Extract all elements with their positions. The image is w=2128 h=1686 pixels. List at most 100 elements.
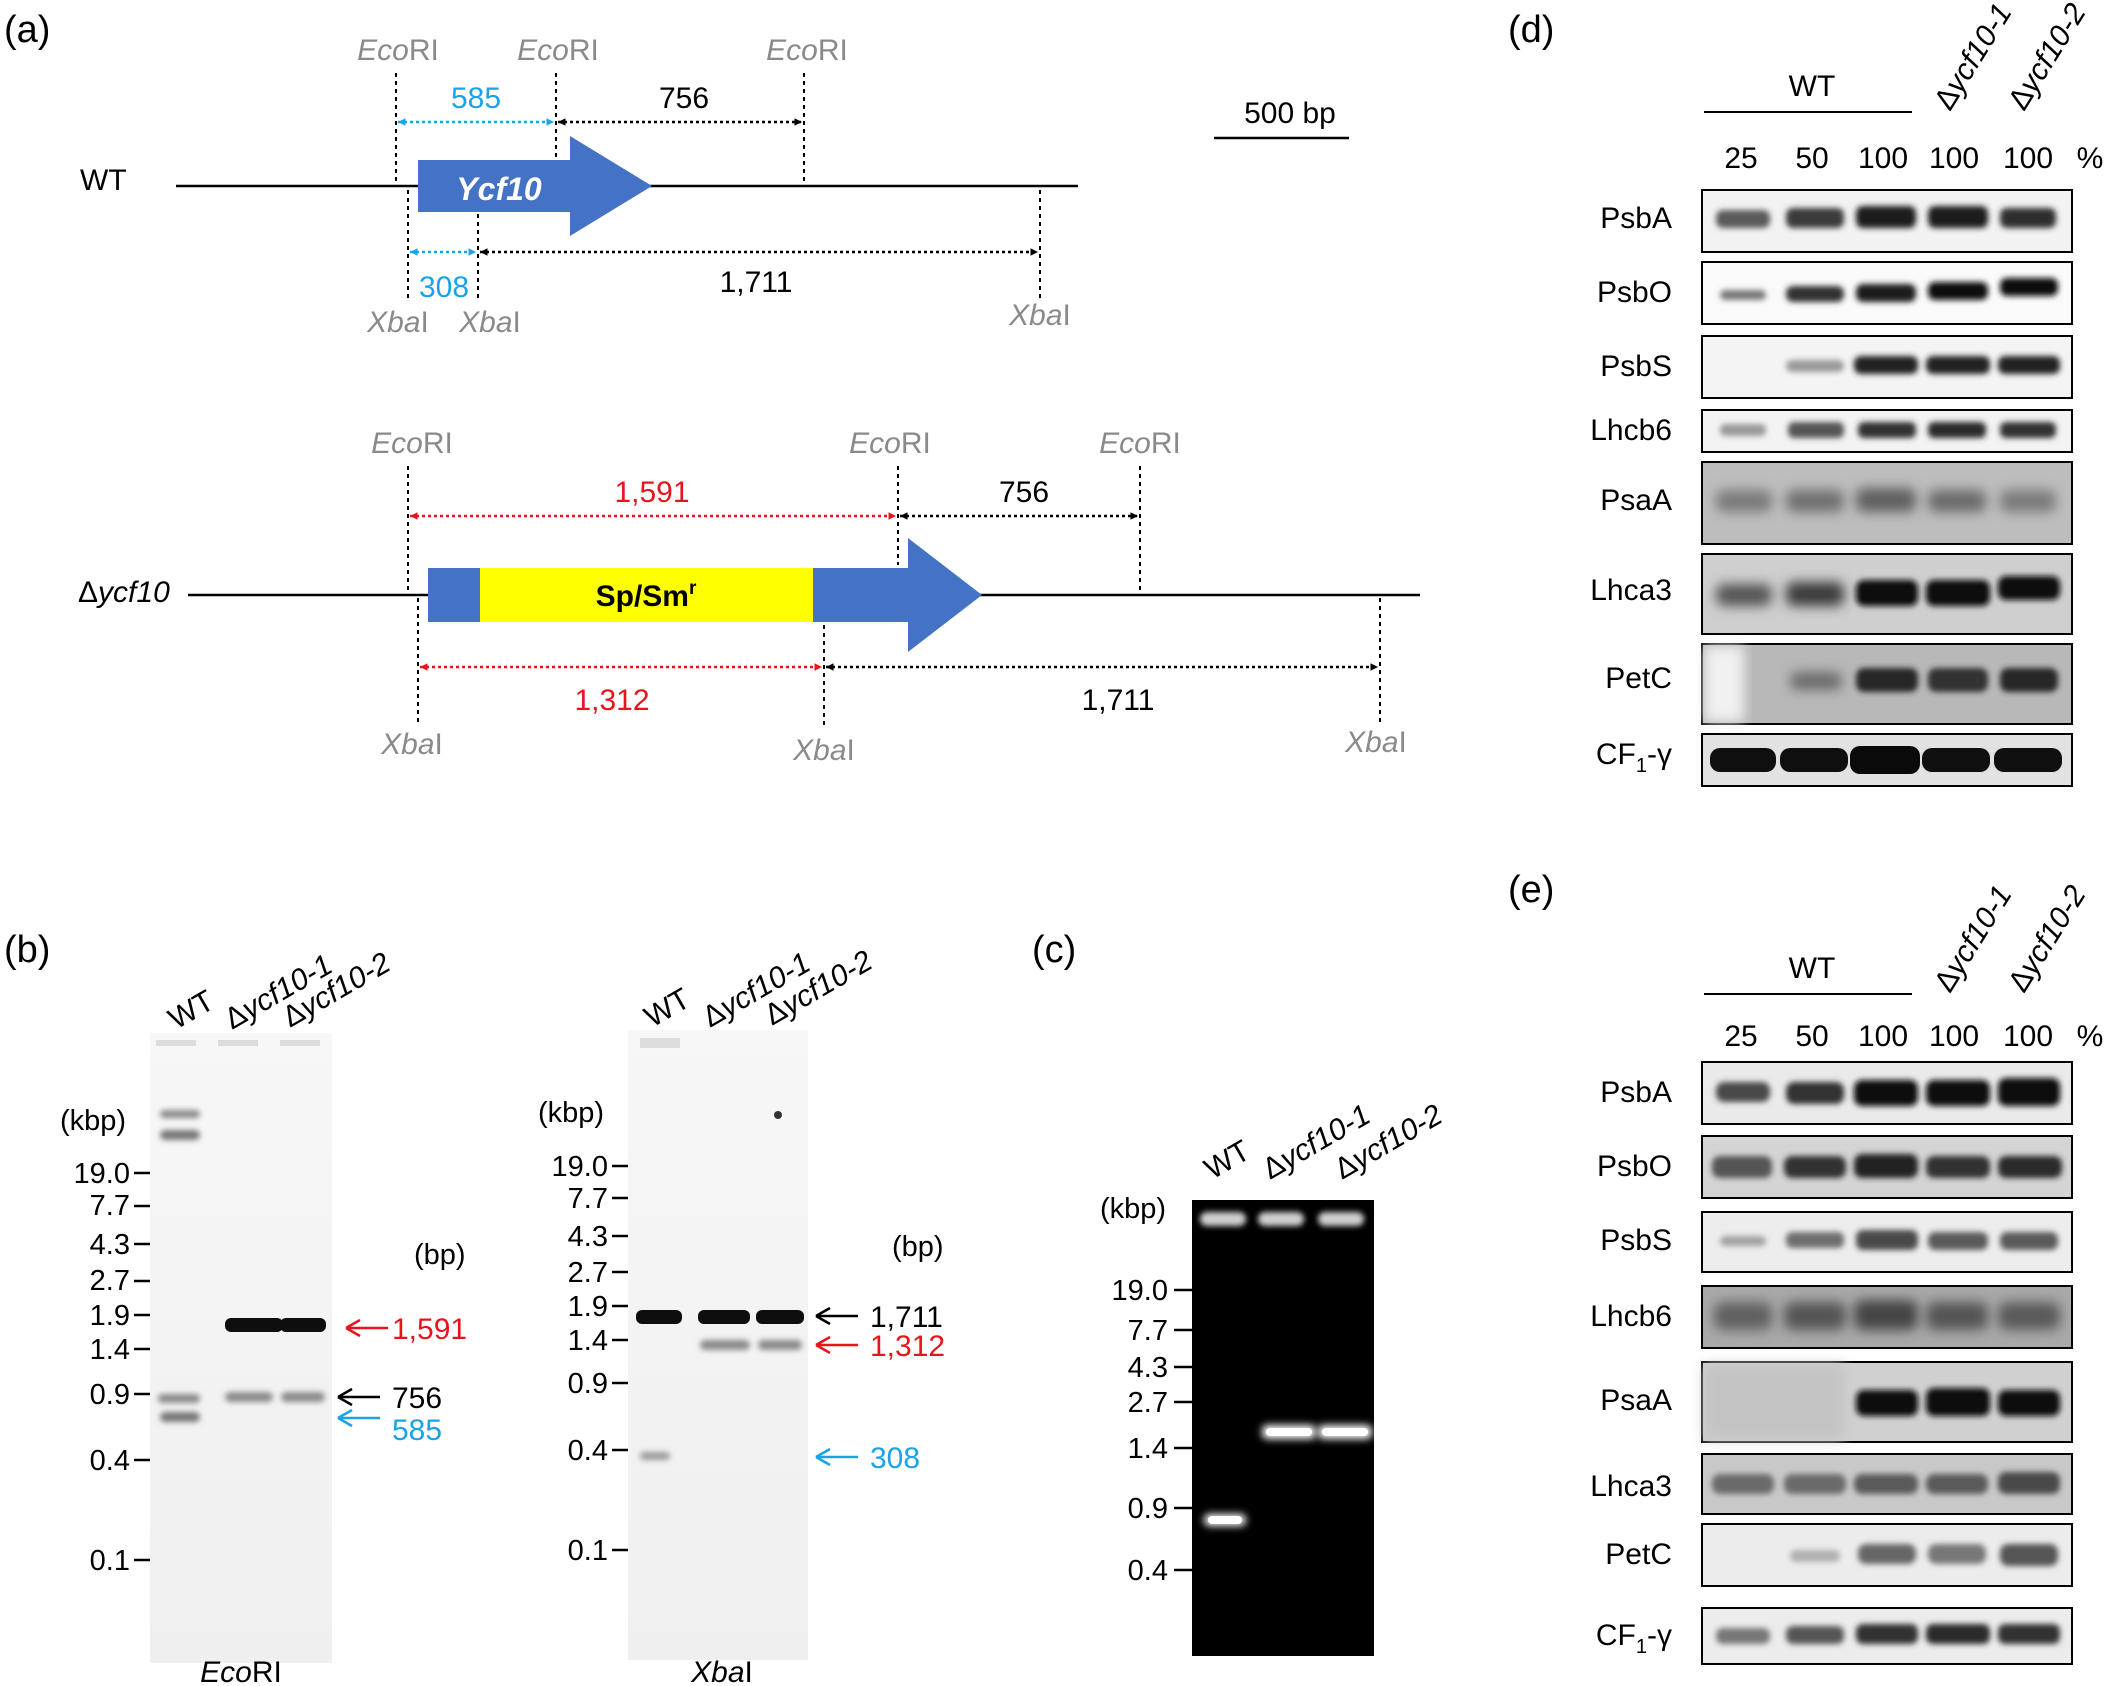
svg-text:1.9: 1.9	[568, 1291, 608, 1323]
svg-text:PsbA: PsbA	[1600, 202, 1672, 235]
svg-text:19.0: 19.0	[552, 1151, 608, 1183]
wt-fragment-1711: 1,711	[720, 266, 793, 299]
xbai-band-wt-308	[640, 1452, 670, 1460]
ecori-lane-labels: WT Δycf10-1 Δycf10-2	[163, 946, 396, 1036]
panel-d: (d) WT Δycf10-1 Δycf10-2 25 50 100 100 1…	[1508, 0, 2103, 787]
svg-text:CF1-γ: CF1-γ	[1596, 738, 1672, 777]
svg-text:1.4: 1.4	[568, 1325, 608, 1357]
panel-b-label: (b)	[4, 929, 50, 971]
svg-text:100: 100	[1929, 1020, 1979, 1053]
wt-xbai-2: XbaI	[458, 306, 521, 339]
svg-text:100: 100	[1858, 1020, 1908, 1053]
svg-text:PsbS: PsbS	[1600, 1224, 1672, 1257]
svg-text:PetC: PetC	[1605, 1538, 1672, 1571]
svg-text:25: 25	[1724, 1020, 1757, 1053]
ecori-kbp-label: (kbp)	[60, 1105, 126, 1137]
band-wt-585b	[160, 1412, 200, 1422]
svg-text:%: %	[2077, 142, 2104, 175]
d-blot-psaa: PsaA	[1600, 461, 2073, 545]
d-blot-lhca3: Lhca3	[1590, 553, 2073, 635]
svg-text:2.7: 2.7	[1128, 1387, 1168, 1419]
ecori-bp-label: (bp)	[414, 1239, 466, 1271]
svg-text:0.4: 0.4	[1128, 1555, 1168, 1587]
ecori-markers: 19.0 7.7 4.3 2.7 1.9 1.4 0.9 0.4 0.1	[74, 1158, 130, 1577]
xbai-bp-label: (bp)	[892, 1231, 944, 1263]
svg-text:PsbO: PsbO	[1597, 1150, 1672, 1183]
scale-bar-label: 500 bp	[1244, 97, 1336, 130]
pcr-marker-ticks	[1174, 1288, 1192, 1572]
mutant-strain-label: Δycf10	[78, 576, 170, 609]
pcr-lane-labels: WT Δycf10-1 Δycf10-2	[1199, 1098, 1448, 1186]
e-blot-petc: PetC	[1605, 1523, 2073, 1587]
d-wt-label: WT	[1789, 70, 1836, 103]
mutant-ecori-3: EcoRI	[1099, 427, 1181, 460]
svg-text:19.0: 19.0	[74, 1158, 130, 1190]
ecori-arrow-756-label: 756	[392, 1382, 442, 1415]
panel-d-label: (d)	[1508, 9, 1554, 51]
wt-xbai-site-labels: XbaI XbaI XbaI	[366, 299, 1071, 339]
wt-fragment-756: 756	[659, 82, 709, 115]
pcr-lane-wt: WT	[1199, 1134, 1256, 1186]
cassette-label: Sp/Smr	[596, 578, 697, 613]
svg-text:PetC: PetC	[1605, 662, 1672, 695]
xbai-band-m2-1312	[758, 1340, 802, 1350]
svg-text:1.4: 1.4	[1128, 1433, 1168, 1465]
svg-text:PsbA: PsbA	[1600, 1076, 1672, 1109]
xbai-band-m1-1312	[700, 1340, 750, 1350]
xbai-arrow-1312-label: 1,312	[870, 1330, 945, 1363]
xbai-arrow-1711-label: 1,711	[870, 1301, 943, 1334]
svg-text:0.4: 0.4	[568, 1435, 608, 1467]
svg-text:Lhcb6: Lhcb6	[1590, 1300, 1672, 1333]
wt-xbai-3: XbaI	[1008, 299, 1071, 332]
ecori-enzyme-label: EcoRI	[200, 1656, 282, 1686]
wt-fragment-308: 308	[419, 271, 469, 304]
d-blot-psbs: PsbS	[1600, 335, 2073, 399]
svg-text:CF1-γ: CF1-γ	[1596, 1619, 1672, 1658]
xbai-blot: WT Δycf10-1 Δycf10-2 (kbp) 19.0 7.7 4.3 …	[538, 944, 945, 1686]
band-wt-756b	[158, 1394, 200, 1403]
wt-ecori-1: EcoRI	[357, 34, 439, 67]
svg-text:100: 100	[2003, 1020, 2053, 1053]
svg-text:Lhca3: Lhca3	[1590, 1470, 1672, 1503]
xbai-lane-wt: WT	[639, 982, 696, 1034]
d-blot-psbo: PsbO	[1597, 261, 2073, 325]
svg-text:2.7: 2.7	[90, 1265, 130, 1297]
svg-text:4.3: 4.3	[90, 1229, 130, 1261]
svg-text:2.7: 2.7	[568, 1257, 608, 1289]
xbai-markers: 19.0 7.7 4.3 2.7 1.9 1.4 0.9 0.4 0.1	[552, 1151, 608, 1567]
mutant-fragment-756: 756	[999, 476, 1049, 509]
wt-xbai-site-lines	[407, 190, 1041, 298]
pcr-markers: 19.0 7.7 4.3 2.7 1.4 0.9 0.4	[1112, 1275, 1168, 1587]
band-wt-756	[160, 1110, 200, 1118]
panel-b: (b) WT Δycf10-1 Δycf10-2 (kbp)	[4, 929, 945, 1686]
e-blot-psaa: PsaA	[1600, 1361, 2073, 1443]
svg-text:100: 100	[2003, 142, 2053, 175]
band-wt-585	[160, 1130, 200, 1140]
wt-fragment-585: 585	[451, 82, 501, 115]
d-blot-petc: PetC	[1605, 643, 2073, 725]
mutant-ecori-2: EcoRI	[849, 427, 931, 460]
wt-ecori-site-labels: EcoRI EcoRI EcoRI	[357, 34, 848, 67]
xbai-kbp-label: (kbp)	[538, 1097, 604, 1129]
e-blot-lhca3: Lhca3	[1590, 1453, 2073, 1515]
mutant-xbai-site-lines	[417, 598, 1381, 725]
d-blot-cf1: CF1-γ	[1596, 733, 2073, 787]
panel-e-label: (e)	[1508, 869, 1554, 911]
svg-text:0.1: 0.1	[568, 1535, 608, 1567]
panel-e: (e) WT Δycf10-1 Δycf10-2 25 50 100 100 1…	[1508, 869, 2103, 1665]
svg-text:7.7: 7.7	[1128, 1315, 1168, 1347]
e-blot-psbs: PsbS	[1600, 1211, 2073, 1273]
svg-text:PsbS: PsbS	[1600, 350, 1672, 383]
svg-text:0.9: 0.9	[90, 1379, 130, 1411]
svg-text:4.3: 4.3	[568, 1221, 608, 1253]
band-m1-1591	[225, 1318, 283, 1332]
d-loadings: 25 50 100 100 100 %	[1724, 142, 2103, 175]
e-blot-cf1: CF1-γ	[1596, 1607, 2073, 1665]
ecori-lane-wt: WT	[163, 984, 220, 1036]
pcr-kbp-label: (kbp)	[1100, 1193, 1166, 1225]
svg-text:Lhca3: Lhca3	[1590, 574, 1672, 607]
svg-text:4.3: 4.3	[1128, 1352, 1168, 1384]
svg-text:25: 25	[1724, 142, 1757, 175]
ecori-arrow-585-label: 585	[392, 1414, 442, 1447]
sp-sm-cassette	[480, 568, 813, 622]
